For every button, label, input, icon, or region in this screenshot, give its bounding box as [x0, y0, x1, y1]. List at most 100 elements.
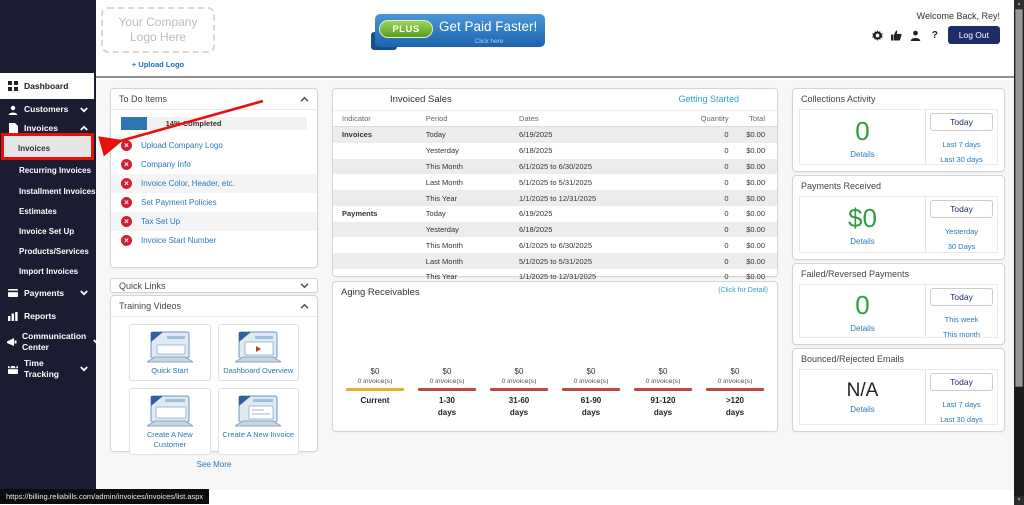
- gear-icon[interactable]: [872, 29, 884, 41]
- sidebar-item-time-tracking[interactable]: Time Tracking: [0, 357, 96, 381]
- details-link[interactable]: Details: [850, 149, 875, 159]
- todo-item-link[interactable]: Company Info: [141, 160, 191, 169]
- aging-bucket-61-90: $0 0 invoice(s) 61-90 days: [555, 367, 627, 419]
- filter-link[interactable]: Last 30 days: [940, 415, 983, 424]
- vertical-scrollbar[interactable]: ▲ ▼: [1014, 0, 1024, 505]
- scroll-up-arrow-icon[interactable]: ▲: [1014, 0, 1024, 9]
- cell-total: $0.00: [746, 225, 765, 235]
- sidebar-subitem-recurring-invoices[interactable]: Recurring Invoices: [0, 160, 96, 181]
- cell-total: $0.00: [746, 146, 765, 156]
- sidebar-item-invoices[interactable]: Invoices: [0, 120, 96, 136]
- details-link[interactable]: Details: [850, 405, 875, 414]
- sidebar-subitem-installment-invoices[interactable]: Installment Invoices: [0, 181, 96, 201]
- cell-quantity: 0: [724, 225, 729, 235]
- todo-item[interactable]: × Invoice Start Number: [111, 231, 317, 250]
- bucket-label: >120 days: [725, 396, 745, 417]
- collections-activity-panel: Collections Activity 0 Details Today Las…: [792, 88, 1005, 172]
- video-card[interactable]: Quick Start: [129, 324, 211, 382]
- upload-logo-link[interactable]: + Upload Logo: [131, 60, 185, 69]
- help-icon[interactable]: ?: [931, 29, 938, 41]
- bucket-count: 0 invoice(s): [501, 378, 537, 385]
- sidebar-subitem-invoice-set-up[interactable]: Invoice Set Up: [0, 221, 96, 241]
- chevron-down-icon: [80, 290, 88, 296]
- sidebar-item-customers[interactable]: Customers: [0, 99, 96, 120]
- chevron-up-icon[interactable]: [300, 96, 309, 102]
- filter-link[interactable]: Yesterday: [944, 227, 979, 236]
- sidebar-subitem-label: Products/Services: [19, 246, 89, 256]
- video-card[interactable]: Create A New Customer: [129, 388, 211, 456]
- banner-click-here-link[interactable]: Click here: [474, 38, 504, 45]
- filter-link[interactable]: Last 7 days: [942, 140, 981, 149]
- sidebar-subitem-products-services[interactable]: Products/Services: [0, 241, 96, 261]
- video-card[interactable]: Create A New Invoice: [217, 388, 299, 456]
- todo-item[interactable]: × Tax Set Up: [111, 212, 317, 231]
- quick-links-header[interactable]: Quick Links: [111, 279, 317, 293]
- chevron-down-icon[interactable]: [300, 283, 309, 289]
- todo-item-link[interactable]: Set Payment Policies: [141, 198, 217, 207]
- training-videos-header[interactable]: Training Videos: [111, 296, 317, 317]
- sidebar: Dashboard Customers Invoices Invoices Re…: [0, 0, 102, 490]
- user-icon[interactable]: [910, 29, 922, 41]
- cell-quantity: 0: [724, 240, 729, 250]
- todo-item-link[interactable]: Upload Company Logo: [141, 141, 223, 150]
- cell-period: This Year: [425, 193, 458, 203]
- filter-link[interactable]: Last 30 days: [940, 155, 983, 164]
- aging-bucket-over-120: $0 0 invoice(s) >120 days: [699, 367, 771, 419]
- sidebar-subitem-invoices[interactable]: Invoices: [2, 136, 93, 160]
- todo-items-header[interactable]: To Do Items: [111, 89, 317, 110]
- details-link[interactable]: Details: [850, 323, 875, 333]
- get-paid-faster-banner[interactable]: PLUS Get Paid Faster! Click here: [371, 14, 545, 50]
- table-row: Yesterday 6/18/2025 0 $0.00: [333, 143, 777, 159]
- see-more-link[interactable]: See More: [196, 460, 232, 470]
- todo-item[interactable]: × Set Payment Policies: [111, 193, 317, 212]
- aging-bucket-31-60: $0 0 invoice(s) 31-60 days: [483, 367, 555, 419]
- bucket-amount: $0: [730, 367, 740, 376]
- todo-item[interactable]: × Upload Company Logo: [111, 136, 317, 155]
- sidebar-item-reports[interactable]: Reports: [0, 305, 96, 327]
- getting-started-link[interactable]: Getting Started: [678, 94, 739, 104]
- click-for-detail-link[interactable]: (Click for Detail): [718, 287, 768, 294]
- sidebar-item-label: Invoices: [24, 122, 59, 133]
- scroll-down-arrow-icon[interactable]: ▼: [1014, 496, 1024, 505]
- sidebar-subitem-import-invoices[interactable]: Import Invoices: [0, 261, 96, 281]
- sidebar-subitem-estimates[interactable]: Estimates: [0, 201, 96, 221]
- filter-link[interactable]: Last 7 days: [942, 400, 981, 409]
- video-card[interactable]: Dashboard Overview: [217, 324, 299, 382]
- sidebar-item-label: Communication Center: [22, 331, 87, 352]
- video-thumbnail-icon: [133, 331, 207, 363]
- sidebar-item-dashboard[interactable]: Dashboard: [0, 73, 94, 99]
- todo-item[interactable]: × Company Info: [111, 155, 317, 174]
- filter-link[interactable]: This month: [942, 330, 981, 339]
- main-content: To Do Items 14% Completed × Upload Compa…: [96, 80, 1014, 490]
- sidebar-spacer: [0, 0, 96, 73]
- filter-today[interactable]: Today: [930, 288, 993, 306]
- quick-links-panel: Quick Links: [110, 278, 318, 293]
- todo-item[interactable]: × Invoice Color, Header, etc.: [111, 174, 317, 193]
- thumbs-up-icon[interactable]: [891, 29, 903, 41]
- filter-today[interactable]: Today: [930, 373, 993, 391]
- filter-link[interactable]: 30 Days: [947, 242, 976, 251]
- todo-item-link[interactable]: Tax Set Up: [141, 217, 181, 226]
- sidebar-item-communication-center[interactable]: Communication Center: [0, 327, 102, 357]
- todo-item-link[interactable]: Invoice Start Number: [141, 236, 217, 245]
- scrollbar-thumb[interactable]: [1015, 9, 1023, 387]
- todo-item-link[interactable]: Invoice Color, Header, etc.: [141, 179, 235, 188]
- filter-link[interactable]: This week: [944, 315, 979, 324]
- todo-progress-label: 14% Completed: [165, 119, 222, 128]
- cell-dates: 6/18/2025: [519, 225, 553, 235]
- logout-button[interactable]: Log Out: [947, 26, 1000, 44]
- todo-items-panel: To Do Items 14% Completed × Upload Compa…: [110, 88, 318, 268]
- payments-icon: [7, 287, 19, 299]
- filter-today[interactable]: Today: [930, 113, 993, 131]
- table-row: Payments Today 6/19/2025 0 $0.00: [333, 206, 777, 222]
- company-logo-placeholder[interactable]: Your Company Logo Here: [101, 7, 215, 53]
- video-label: Quick Start: [151, 366, 189, 375]
- chevron-down-icon: [80, 366, 88, 372]
- sidebar-item-payments[interactable]: Payments: [0, 281, 96, 305]
- cell-dates: 5/1/2025 to 5/31/2025: [519, 256, 593, 266]
- status-bar-url: https://billing.reliabills.com/admin/inv…: [0, 489, 210, 504]
- filter-today[interactable]: Today: [930, 200, 993, 218]
- stat-value: N/A: [846, 380, 879, 401]
- details-link[interactable]: Details: [850, 237, 875, 246]
- chevron-up-icon[interactable]: [300, 303, 309, 309]
